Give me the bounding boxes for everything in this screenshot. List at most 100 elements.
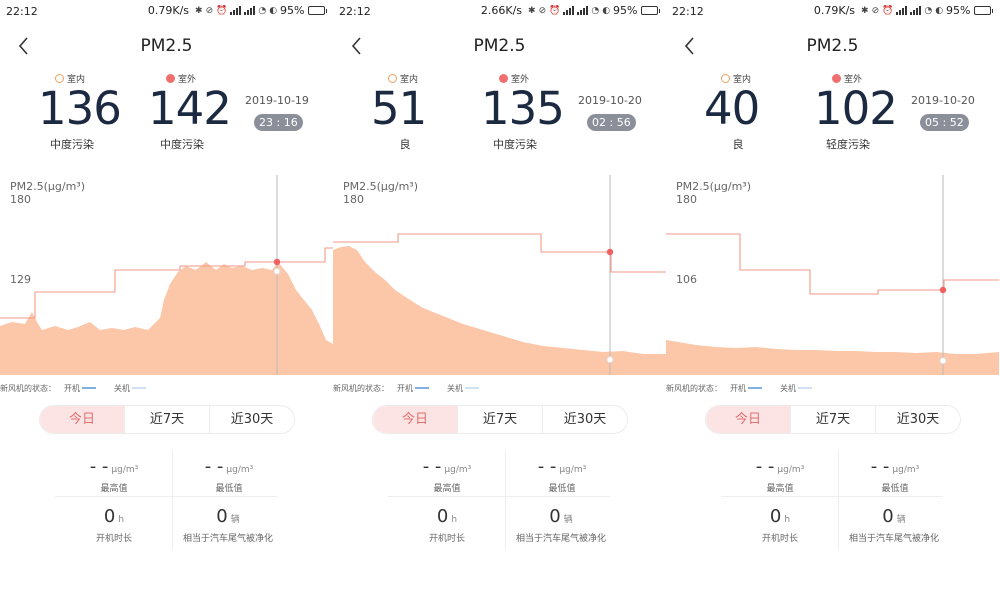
stats-divider-h xyxy=(388,496,610,497)
stat-hours-label: 开机时长 xyxy=(761,534,798,544)
indoor-pm-value: 51 xyxy=(371,82,427,135)
tab-today[interactable]: 今日 xyxy=(706,406,790,433)
back-arrow-icon[interactable] xyxy=(680,34,702,58)
outdoor-dot-icon xyxy=(832,74,841,83)
outdoor-level: 中度污染 xyxy=(493,138,537,151)
stats-divider-v xyxy=(838,450,839,550)
outdoor-tag: 室外 xyxy=(832,72,862,85)
indoor-pm-value: 40 xyxy=(704,82,760,135)
outdoor-dot-icon xyxy=(499,74,508,83)
header: PM2.5 xyxy=(333,32,666,62)
range-tabs: 今日 近7天 近30天 xyxy=(372,405,628,434)
phone-screen: 22:12 0.79K/s ✱ ⊘ ⏰ ◔ ◐ 95% PM2.5 xyxy=(0,0,333,592)
status-bar: 22:12 2.66K/s ✱ ⊘ ⏰ ◔ ◐ 95% xyxy=(333,0,666,22)
range-tabs: 今日 近7天 近30天 xyxy=(705,405,961,434)
signal-icon xyxy=(563,6,575,15)
alarm-icon: ⏰ xyxy=(549,5,561,16)
stat-min-unit: μg/m³ xyxy=(892,465,920,475)
stat-hours-unit: h xyxy=(118,515,125,525)
stat-min: - - μg/m³ 最低值 xyxy=(508,456,616,494)
stat-max-label: 最高值 xyxy=(766,484,794,494)
outdoor-level: 轻度污染 xyxy=(826,138,870,151)
stats-divider-v xyxy=(172,450,173,550)
outdoor-line-series xyxy=(0,247,333,319)
indoor-dot-icon xyxy=(388,74,397,83)
back-arrow-icon[interactable] xyxy=(347,34,369,58)
signal-icon xyxy=(230,6,242,15)
stat-max-unit: μg/m³ xyxy=(444,465,472,475)
legend-on-label: 开机 xyxy=(730,384,746,393)
pm25-chart[interactable] xyxy=(0,175,333,375)
outdoor-line-series xyxy=(666,233,999,295)
tab-30-days[interactable]: 近30天 xyxy=(875,406,960,433)
pm25-chart[interactable] xyxy=(333,175,666,375)
signal-icon xyxy=(244,6,256,15)
stat-min-label: 最低值 xyxy=(215,484,243,494)
tab-7-days[interactable]: 近7天 xyxy=(790,406,875,433)
status-icons: 2.66K/s ✱ ⊘ ⏰ ◔ ◐ 95% xyxy=(481,4,660,17)
battery-icon xyxy=(307,6,327,15)
header: PM2.5 xyxy=(666,32,999,62)
battery-percent: 95% xyxy=(613,4,638,17)
indoor-marker xyxy=(606,356,614,364)
status-icons: 0.79K/s ✱ ⊘ ⏰ ◔ ◐ 95% xyxy=(814,4,993,17)
y-tick-mid: 106 xyxy=(676,273,697,286)
mute-icon: ⊘ xyxy=(205,5,214,16)
outdoor-tag: 室外 xyxy=(499,72,529,85)
outdoor-pm-value: 135 xyxy=(481,82,565,135)
bluetooth-icon: ✱ xyxy=(195,5,203,16)
stat-hours-label: 开机时长 xyxy=(95,534,132,544)
wifi-icon: ◔ xyxy=(258,5,267,16)
time-chip[interactable]: 23 : 16 xyxy=(254,114,303,131)
data-saver-icon: ◐ xyxy=(602,5,611,16)
mute-icon: ⊘ xyxy=(538,5,547,16)
stat-min-value: - - xyxy=(204,456,224,477)
stat-hours-value: 0 xyxy=(436,506,449,527)
stat-cars-unit: 辆 xyxy=(230,515,240,525)
time-chip[interactable]: 05 : 52 xyxy=(920,114,969,131)
indoor-level: 中度污染 xyxy=(50,138,94,151)
legend-off-swatch xyxy=(465,387,479,389)
battery-icon xyxy=(640,6,660,15)
indoor-label: 室内 xyxy=(67,75,86,85)
pm25-chart[interactable] xyxy=(666,175,999,375)
time-chip[interactable]: 02 : 56 xyxy=(587,114,636,131)
indoor-level: 良 xyxy=(399,138,411,151)
outdoor-pm-value: 102 xyxy=(814,82,898,135)
tab-7-days[interactable]: 近7天 xyxy=(457,406,542,433)
tab-30-days[interactable]: 近30天 xyxy=(542,406,627,433)
tab-today[interactable]: 今日 xyxy=(40,406,124,433)
signal-icon xyxy=(910,6,922,15)
stat-hours-unit: h xyxy=(784,515,791,525)
stat-cars-value: 0 xyxy=(882,506,894,527)
outdoor-tag: 室外 xyxy=(166,72,196,85)
tab-today[interactable]: 今日 xyxy=(373,406,457,433)
back-arrow-icon[interactable] xyxy=(14,34,36,58)
selected-date: 2019-10-20 xyxy=(911,94,975,107)
tab-7-days[interactable]: 近7天 xyxy=(124,406,209,433)
indoor-level: 良 xyxy=(732,138,744,151)
stat-hours-value: 0 xyxy=(769,506,782,527)
network-speed: 2.66K/s xyxy=(480,4,523,17)
battery-percent: 95% xyxy=(280,4,305,17)
page-title: PM2.5 xyxy=(140,36,193,56)
stat-max-unit: μg/m³ xyxy=(111,465,139,475)
mute-icon: ⊘ xyxy=(871,5,880,16)
stat-max-unit: μg/m³ xyxy=(777,465,805,475)
legend-off-label: 关机 xyxy=(114,384,130,393)
stat-min: - - μg/m³ 最低值 xyxy=(841,456,949,494)
legend-off-swatch xyxy=(798,387,812,389)
legend-off-label: 关机 xyxy=(447,384,463,393)
outdoor-label: 室外 xyxy=(511,75,530,85)
stat-hours-value: 0 xyxy=(103,506,116,527)
stat-cars-label: 相当于汽车尾气被净化 xyxy=(848,534,939,544)
alarm-icon: ⏰ xyxy=(216,5,228,16)
indoor-label: 室内 xyxy=(400,75,419,85)
y-tick-top: 180 xyxy=(676,193,697,206)
status-time: 22:12 xyxy=(672,5,704,18)
tab-30-days[interactable]: 近30天 xyxy=(209,406,294,433)
header: PM2.5 xyxy=(0,32,333,62)
data-saver-icon: ◐ xyxy=(269,5,278,16)
